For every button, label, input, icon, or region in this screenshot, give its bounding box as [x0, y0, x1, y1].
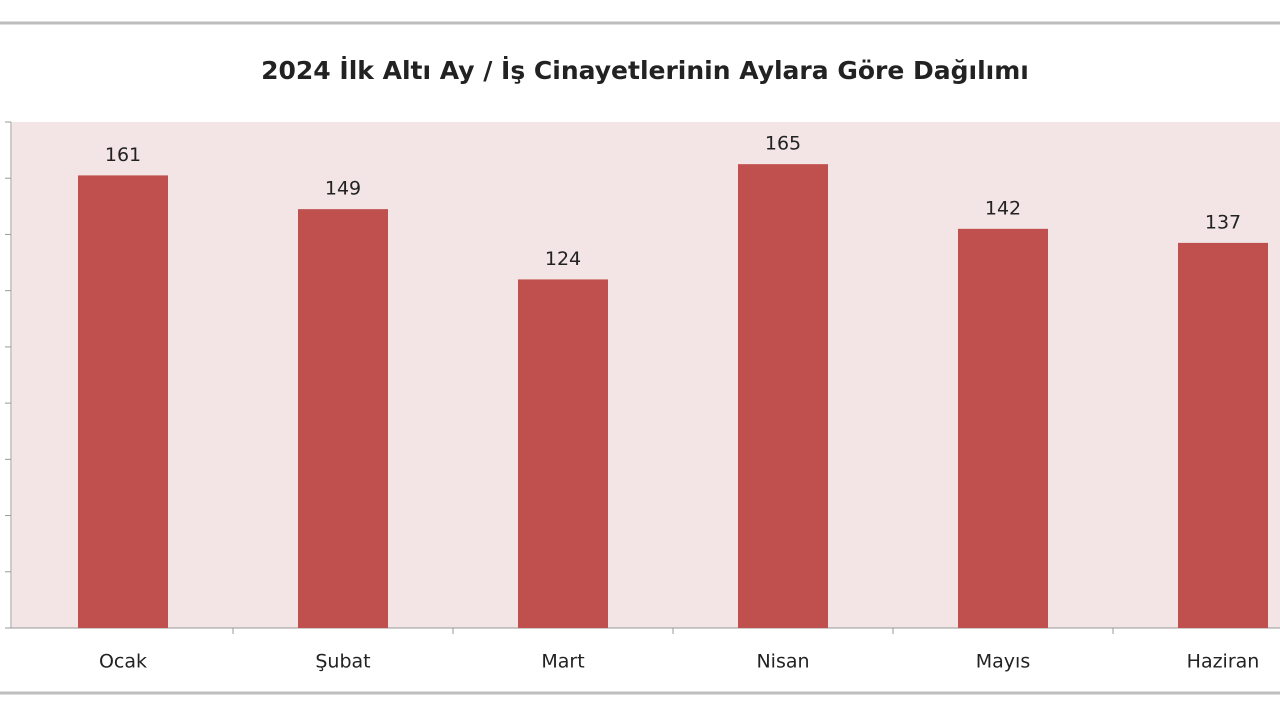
plot-area [12, 122, 1280, 628]
x-tick-label: Ocak [99, 651, 147, 673]
bar [78, 175, 168, 628]
bar [298, 209, 388, 628]
x-tick-label: Mayıs [976, 651, 1030, 673]
value-label: 165 [765, 133, 801, 155]
value-label: 137 [1205, 211, 1241, 233]
x-tick-label: Haziran [1187, 651, 1260, 673]
chart-title: 2024 İlk Altı Ay / İş Cinayetlerinin Ayl… [261, 55, 1029, 85]
x-tick-label: Mart [541, 651, 584, 673]
value-label: 161 [105, 144, 141, 166]
bar [738, 164, 828, 628]
value-label: 124 [545, 248, 581, 270]
bar [1178, 242, 1268, 628]
bar [518, 279, 608, 628]
value-label: 142 [985, 197, 1021, 219]
value-label: 149 [325, 178, 361, 200]
x-tick-label: Şubat [315, 651, 370, 673]
bar [958, 228, 1048, 629]
x-tick-label: Nisan [756, 651, 809, 673]
